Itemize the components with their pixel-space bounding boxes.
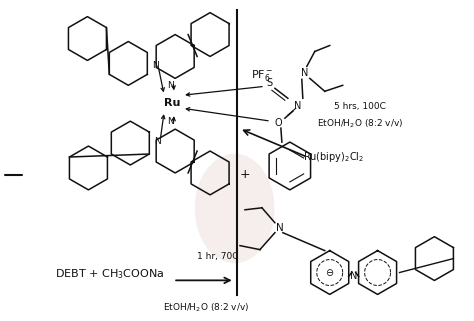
- Text: N: N: [167, 117, 173, 126]
- Text: EtOH/H$_2$O (8:2 v/v): EtOH/H$_2$O (8:2 v/v): [163, 301, 249, 314]
- Text: N: N: [350, 272, 357, 282]
- Text: S: S: [267, 78, 273, 88]
- Text: N: N: [167, 81, 173, 90]
- Ellipse shape: [195, 154, 274, 263]
- Text: O: O: [274, 118, 282, 128]
- Text: 5 hrs, 100C: 5 hrs, 100C: [334, 102, 386, 111]
- Text: N: N: [294, 101, 301, 111]
- Text: DEBT + CH$_3$COONa: DEBT + CH$_3$COONa: [55, 267, 164, 281]
- Text: EtOH/H$_2$O (8:2 v/v): EtOH/H$_2$O (8:2 v/v): [317, 117, 403, 130]
- Text: 1 hr, 70C: 1 hr, 70C: [197, 252, 238, 261]
- Text: N: N: [154, 136, 161, 146]
- Text: +: +: [239, 169, 250, 181]
- Text: $\ominus$: $\ominus$: [325, 267, 334, 278]
- Text: Ru(bipy)$_2$Cl$_2$: Ru(bipy)$_2$Cl$_2$: [303, 150, 365, 164]
- Text: N: N: [276, 223, 284, 233]
- Text: N: N: [301, 68, 309, 78]
- Text: PF$_6^-$: PF$_6^-$: [251, 68, 273, 83]
- Text: Ru: Ru: [164, 98, 181, 108]
- Text: N: N: [152, 61, 159, 70]
